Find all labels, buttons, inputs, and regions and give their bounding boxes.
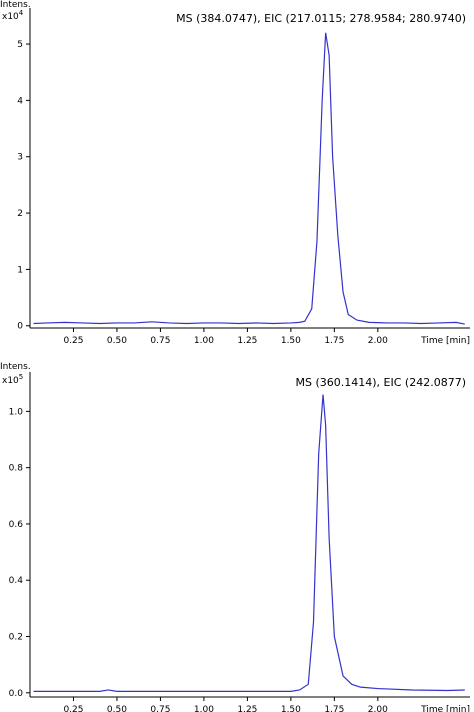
y-scale-base: x10 <box>2 376 19 386</box>
y-tick-label: 1.0 <box>9 407 24 417</box>
x-tick-label: 0.25 <box>63 705 83 712</box>
x-tick-label: 0.75 <box>150 705 170 712</box>
y-tick-label: 1 <box>17 265 23 275</box>
x-tick-label: 1.25 <box>237 705 257 712</box>
y-scale-base: x10 <box>2 12 19 22</box>
annotation: MS (360.1414), EIC (242.0877) <box>296 376 466 389</box>
y-tick-label: 4 <box>17 96 23 106</box>
y-tick-label: 0.8 <box>9 464 24 474</box>
y-tick-label: 0 <box>17 322 23 332</box>
trace-line <box>33 394 465 692</box>
annotation: MS (384.0747), EIC (217.0115; 278.9584; … <box>176 12 466 25</box>
x-tick-label: 2.00 <box>368 336 388 346</box>
x-tick-label: 1.00 <box>194 705 214 712</box>
y-tick-label: 0.6 <box>9 520 24 530</box>
y-scale: x104 <box>2 9 24 22</box>
x-tick-label: 0.25 <box>63 336 83 346</box>
x-tick-label: 1.50 <box>281 336 301 346</box>
y-tick-label: 0.4 <box>9 576 24 586</box>
y-tick-label: 0.2 <box>9 633 23 643</box>
x-tick-label: 1.75 <box>324 336 344 346</box>
x-axis-label: Time [min] <box>420 336 470 346</box>
y-scale-exponent: 4 <box>19 9 24 17</box>
y-scale: x105 <box>2 373 23 386</box>
x-axis-label: Time [min] <box>420 705 470 712</box>
x-tick-label: 2.00 <box>368 705 388 712</box>
trace-line <box>33 32 465 325</box>
x-tick-label: 0.50 <box>107 336 127 346</box>
y-axis-label: Intens. <box>0 0 31 10</box>
x-tick-label: 1.25 <box>237 336 257 346</box>
x-tick-label: 1.50 <box>281 705 301 712</box>
y-tick-label: 2 <box>17 209 23 219</box>
y-tick-label: 3 <box>17 153 23 163</box>
y-scale-exponent: 5 <box>19 373 23 381</box>
x-tick-label: 1.00 <box>194 336 214 346</box>
y-axis-label: Intens. <box>0 362 31 372</box>
y-tick-label: 0.0 <box>9 689 24 699</box>
x-tick-label: 1.75 <box>324 705 344 712</box>
x-tick-label: 0.50 <box>107 705 127 712</box>
x-tick-label: 0.75 <box>150 336 170 346</box>
y-tick-label: 5 <box>17 40 23 50</box>
